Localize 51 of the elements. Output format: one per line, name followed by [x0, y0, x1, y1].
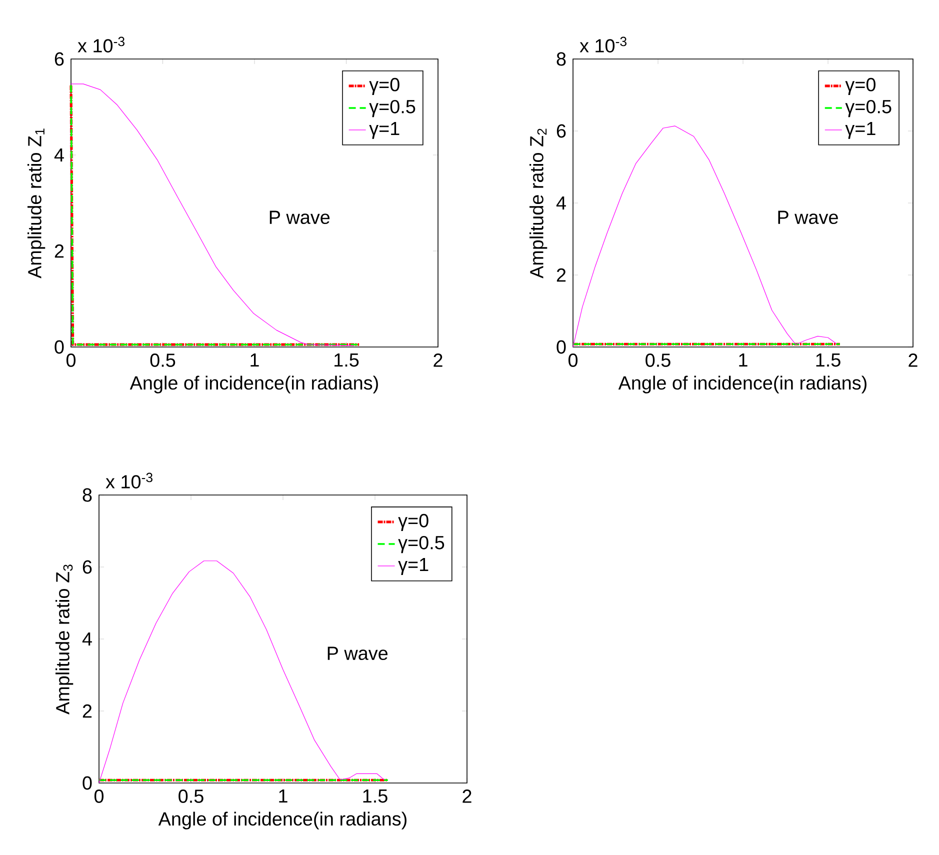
x-tick-label: 0.5: [150, 354, 176, 367]
y-tick-label: 4: [82, 632, 92, 646]
text: x 10$^{-3}$: [78, 36, 124, 52]
x-tick-label: 1: [250, 354, 259, 367]
y-tick-label: 2: [82, 704, 92, 718]
legend-label: γ=1: [845, 122, 876, 139]
y-tick-label: 4: [556, 196, 566, 210]
legend-label: γ=1: [398, 558, 428, 575]
legend-label: γ=0.5: [369, 100, 416, 118]
y-tick-label: 0: [82, 776, 92, 790]
annotation: P wave: [778, 210, 838, 224]
y-tick-label: 2: [556, 268, 566, 282]
x-axis-title: Angle of incidence(in radians): [158, 812, 406, 830]
line-series: [572, 126, 837, 348]
x-axis-title: Angle of incidence(in radians): [130, 376, 378, 394]
text: x 10$^{-3}$: [580, 36, 626, 52]
legend-label: γ=0: [845, 78, 876, 96]
text: x 10$^{-3}$: [106, 472, 152, 488]
x-tick-label: 1: [279, 790, 288, 803]
x-tick-label: 1: [739, 354, 748, 367]
x-tick-label: 0: [94, 790, 104, 803]
x-tick-label: 0.5: [178, 790, 204, 803]
x-tick-label: 0: [568, 354, 578, 367]
x-axis-title: Angle of incidence(in radians): [618, 376, 866, 394]
x-tick-label: 0.5: [646, 354, 670, 367]
x-tick-label: 2: [434, 354, 442, 367]
y-tick-label: 2: [54, 244, 64, 258]
legend-label: γ=0.5: [845, 100, 892, 118]
x-tick-label: 2: [462, 790, 472, 803]
y-tick-label: 4: [54, 148, 64, 162]
legend-label: γ=0: [398, 514, 428, 532]
y-tick-label: 8: [556, 52, 566, 66]
y-tick-label: 0: [556, 340, 566, 354]
y-tick-label: 6: [556, 124, 566, 138]
y-tick-label: 8: [82, 488, 92, 502]
y-tick-label: 6: [54, 52, 64, 66]
y-tick-label: 6: [82, 560, 92, 574]
y-axis-title: Amplitude ratio Z$_{2}$: [530, 128, 548, 278]
annotation: P wave: [270, 210, 330, 224]
x-tick-label: 1.5: [363, 790, 388, 803]
y-axis-title: Amplitude ratio Z$_{1}$: [28, 128, 46, 278]
x-tick-label: 2: [908, 354, 918, 367]
legend-label: γ=0.5: [398, 536, 444, 554]
y-axis-title: Amplitude ratio Z$_{3}$: [56, 564, 74, 714]
legend-label: γ=1: [369, 122, 400, 139]
x-tick-label: 1.5: [816, 354, 840, 367]
legend-label: γ=0: [369, 78, 400, 96]
x-tick-label: 0: [66, 354, 76, 367]
y-tick-label: 0: [54, 340, 64, 354]
x-tick-label: 1.5: [334, 354, 359, 367]
annotation: P wave: [328, 646, 388, 660]
